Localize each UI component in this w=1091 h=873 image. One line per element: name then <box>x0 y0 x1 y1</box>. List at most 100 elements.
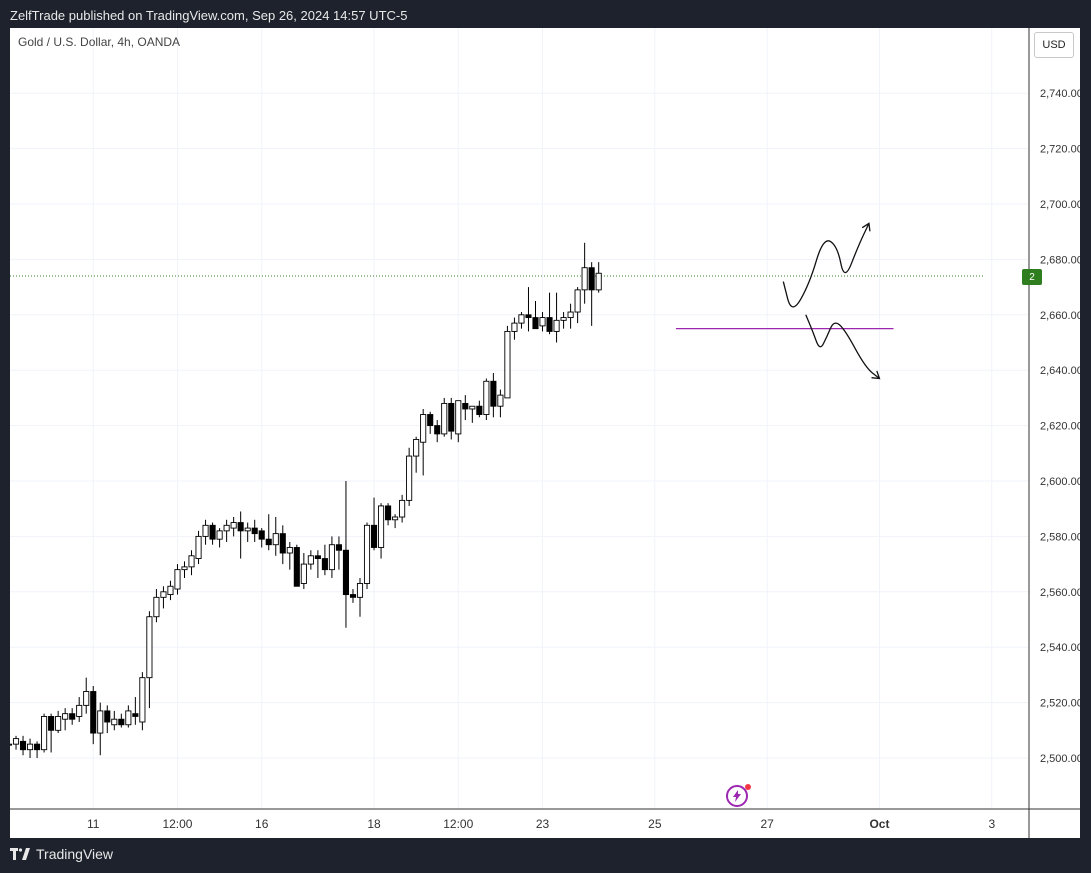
time-tick-label: 27 <box>760 817 774 831</box>
arrow-head <box>871 370 881 380</box>
time-tick-label: 25 <box>648 817 662 831</box>
candle-body <box>546 317 553 332</box>
candle-body <box>258 530 265 540</box>
price-tick-label: 2,520.000 <box>1040 698 1080 710</box>
candle-body <box>511 322 518 332</box>
candle-body <box>406 455 413 501</box>
candle-body <box>448 402 455 432</box>
candle-body <box>146 616 153 679</box>
tradingview-logo-icon <box>10 848 30 860</box>
candle-body <box>27 743 34 751</box>
footer: TradingView <box>10 846 113 862</box>
time-tick-label: 16 <box>255 817 269 831</box>
time-tick-label: 23 <box>536 817 550 831</box>
candlestick-chart[interactable]: 2,500.000 2,520.000 2,540.000 2,560.000 2,58… <box>10 28 1080 838</box>
lightning-glyph <box>733 790 741 802</box>
candle-body <box>251 527 258 535</box>
candle-body <box>34 743 41 751</box>
candle-body <box>216 530 223 540</box>
candle-body <box>139 677 146 723</box>
lightning-icon[interactable] <box>726 784 751 807</box>
candle-body <box>553 319 560 332</box>
candle-body <box>188 555 195 568</box>
candle-body <box>349 594 357 598</box>
candle-body <box>202 524 209 537</box>
candle-body <box>525 314 532 319</box>
candle-body <box>518 314 525 324</box>
price-tick-label: 2,500.000 <box>1040 753 1080 765</box>
candle-body <box>62 713 69 720</box>
candle-body <box>427 414 434 427</box>
candle-body <box>434 425 441 435</box>
currency-button[interactable]: USD <box>1034 32 1074 58</box>
candle-body <box>595 272 602 291</box>
candle-body <box>574 289 581 313</box>
footer-brand: TradingView <box>36 846 114 862</box>
chart-area[interactable]: 2,500.000 2,520.000 2,540.000 2,560.000 2,58… <box>10 28 1080 838</box>
candle-body <box>560 317 567 321</box>
price-tick-label: 2,740.000 <box>1040 88 1080 100</box>
candle-body <box>392 516 399 521</box>
candle-body <box>111 718 118 726</box>
symbol-legend: Gold / U.S. Dollar, 4h, OANDA <box>18 35 181 49</box>
candle-body <box>48 716 55 731</box>
candle-body <box>167 585 174 596</box>
price-tick-label: 2,600.000 <box>1040 476 1080 488</box>
candle-body <box>12 738 20 745</box>
candle-body <box>83 691 90 706</box>
price-tick-label: 2,580.000 <box>1040 531 1080 543</box>
candle-body <box>321 558 328 571</box>
time-tick-label: 11 <box>87 817 100 831</box>
candle-body <box>286 547 293 554</box>
price-tick-label: 2,680.000 <box>1040 254 1080 266</box>
candle-body <box>532 317 539 330</box>
time-tick-label: 18 <box>367 817 381 831</box>
candle-body <box>97 710 104 734</box>
candle-body <box>153 596 160 618</box>
candle-body <box>19 740 27 751</box>
price-tick-label: 2,700.000 <box>1040 199 1080 211</box>
candle-body <box>588 267 595 291</box>
price-tick-label: 2,660.000 <box>1040 310 1080 322</box>
candle-body <box>399 499 406 518</box>
candle-body <box>272 533 279 546</box>
candle-body <box>279 533 286 554</box>
candle-body <box>41 716 48 751</box>
candle-body <box>385 505 392 521</box>
last-price-tag: 2 <box>1022 269 1042 285</box>
candle-body <box>76 704 83 717</box>
candle-body <box>209 524 216 540</box>
candle-body <box>469 405 476 410</box>
candle-body <box>476 405 483 415</box>
candle-body <box>10 743 13 746</box>
candle-body <box>69 713 76 720</box>
time-tick-label: 12:00 <box>443 817 473 831</box>
candle-body <box>125 710 132 726</box>
publish-info: ZelfTrade published on TradingView.com, … <box>10 8 408 23</box>
freehand-annotation <box>805 314 880 380</box>
candle-body <box>328 544 335 571</box>
price-tick-label: 2,720.000 <box>1040 144 1080 156</box>
candle-body <box>314 555 321 560</box>
candle-body <box>181 566 188 571</box>
time-tick-label: 12:00 <box>162 817 192 831</box>
candle-body <box>504 330 511 399</box>
candle-body <box>335 544 342 551</box>
candle-body <box>378 505 385 548</box>
candle-body <box>230 522 237 529</box>
candle-body <box>455 400 462 435</box>
candle-body <box>539 317 546 327</box>
candle-body <box>132 713 139 717</box>
candle-body <box>363 524 371 584</box>
candle-body <box>90 691 97 734</box>
candle-body <box>104 710 111 723</box>
candle-body <box>441 402 448 435</box>
candle-body <box>265 538 272 546</box>
candle-body <box>342 549 350 596</box>
price-tick-label: 2,560.000 <box>1040 587 1080 599</box>
candle-body <box>55 716 62 731</box>
candle-body <box>497 394 504 407</box>
freehand-annotation <box>782 223 870 308</box>
candle-body <box>293 547 300 587</box>
candle-body <box>420 414 427 443</box>
